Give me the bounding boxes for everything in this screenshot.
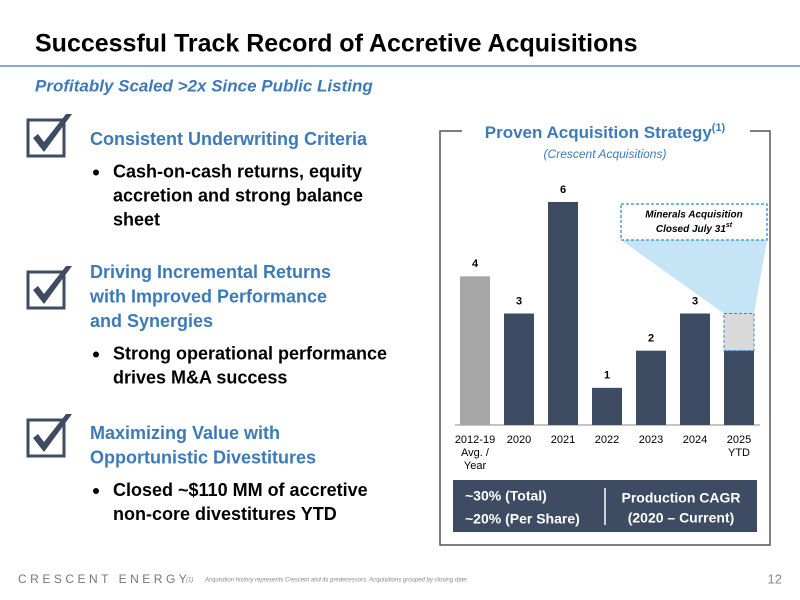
section-heading: with Improved Performance [89, 286, 327, 306]
x-tick-label: 2012-19 [455, 434, 495, 446]
callout-text: Minerals Acquisition [645, 210, 742, 221]
section-heading: Consistent Underwriting Criteria [90, 129, 368, 149]
bar [680, 313, 710, 425]
value-label: 4 [472, 258, 479, 270]
value-label: 3 [692, 295, 698, 307]
checkbox [26, 418, 66, 458]
chart-title-sup: (1) [712, 122, 726, 134]
bar [460, 276, 490, 425]
section-heading: Driving Incremental Returns [90, 262, 331, 282]
bullet-text: Strong operational performance [113, 343, 387, 363]
title-gap [462, 120, 750, 144]
x-tick-label: Year [464, 460, 487, 472]
chart-subtitle: (Crescent Acquisitions) [544, 147, 667, 161]
bullet [93, 351, 99, 358]
bar [636, 350, 666, 425]
bullet-text: accretion and strong balance [113, 185, 363, 205]
footer-note-mark: (1) [186, 578, 193, 584]
bar [592, 387, 622, 425]
x-tick-label: YTD [728, 447, 750, 459]
callout-sup: st [726, 222, 733, 229]
bullet [93, 488, 99, 494]
value-label: 6 [560, 184, 566, 196]
value-label: 1 [604, 370, 610, 382]
x-tick-label: 2022 [595, 434, 619, 446]
x-tick-label: 2023 [639, 434, 663, 446]
checkmark [33, 114, 72, 152]
checkbox [26, 270, 66, 310]
value-label: 3 [516, 295, 522, 307]
value-label: 2 [648, 333, 654, 345]
chart-title-text: Proven Acquisition Strategy [485, 123, 713, 142]
footer-brand: CRESCENT ENERGY [18, 572, 190, 586]
bullet-text: sheet [113, 209, 160, 229]
bar [504, 313, 534, 425]
footer-note: Acquisition history represents Crescent … [204, 578, 468, 584]
x-tick-label: 2024 [683, 434, 707, 446]
bullet-text: non-core divestitures YTD [113, 504, 337, 524]
callout-line: Closed July 31 [656, 224, 726, 235]
callout-segment [723, 313, 755, 352]
callout-box [620, 203, 768, 241]
checkmark [33, 414, 72, 452]
summary-left: ~30% (Total) [465, 488, 547, 504]
summary-right: (2020 – Current) [628, 510, 735, 526]
bullet-text: Closed ~$110 MM of accretive [113, 480, 368, 500]
summary-left: ~20% (Per Share) [465, 511, 580, 527]
callout-text: Closed July 31st [656, 222, 733, 235]
section-heading: and Synergies [90, 311, 213, 331]
slide-subtitle: Profitably Scaled >2x Since Public Listi… [35, 76, 373, 95]
chart-title: Proven Acquisition Strategy(1) [485, 122, 726, 143]
x-tick-label: Avg. / [461, 447, 490, 459]
page-number: 12 [768, 571, 782, 586]
section-heading: Opportunistic Divestitures [90, 447, 316, 467]
x-tick-label: 2025 [727, 434, 751, 446]
summary-right: Production CAGR [622, 490, 741, 506]
checkbox [26, 118, 66, 158]
bullet-text: Cash-on-cash returns, equity [113, 161, 362, 181]
slide-title: Successful Track Record of Accretive Acq… [35, 30, 638, 58]
x-tick-label: 2021 [551, 434, 575, 446]
callout-beam [621, 240, 767, 314]
bullet-text: drives M&A success [113, 367, 287, 387]
bullet [93, 169, 99, 176]
checkmark [33, 266, 72, 304]
bar [548, 202, 578, 425]
x-tick-label: 2020 [507, 434, 531, 446]
section-heading: Maximizing Value with [90, 423, 280, 443]
